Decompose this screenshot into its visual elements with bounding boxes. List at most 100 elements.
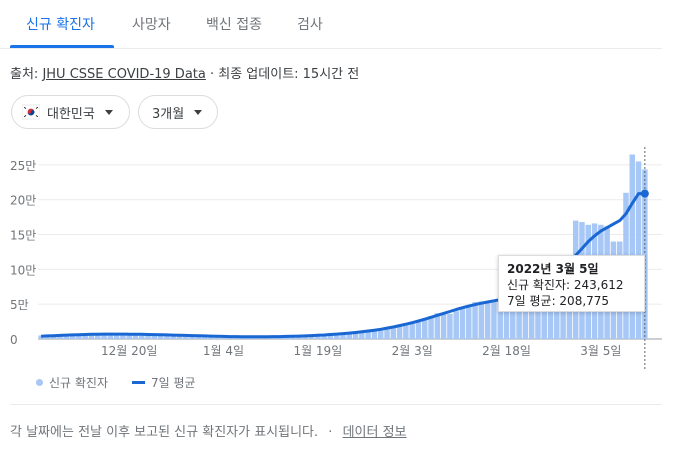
bar: [283, 336, 290, 339]
bar: [302, 335, 309, 339]
source-link[interactable]: JHU CSSE COVID-19 Data: [42, 67, 206, 82]
bar: [139, 334, 145, 339]
bar: [365, 330, 371, 339]
bar: [409, 321, 415, 339]
region-label: 대한민국: [47, 106, 95, 122]
bar: [120, 334, 126, 339]
bar: [208, 336, 214, 339]
bar: [44, 335, 51, 339]
bar: [214, 336, 220, 339]
bar: [57, 334, 63, 339]
bar: [176, 335, 183, 339]
tooltip-date: 2022년 3월 5일: [507, 262, 599, 276]
data-info-link[interactable]: 데이터 정보: [342, 425, 407, 440]
x-tick-label: 2월 18일: [482, 344, 531, 358]
tab-new-cases[interactable]: 신규 확진자: [26, 17, 95, 33]
tooltip-average: 7일 평균: 208,775: [507, 294, 610, 308]
bar: [101, 333, 107, 339]
bar: [422, 318, 428, 339]
bar: [434, 313, 441, 339]
y-tick-label: 0: [10, 333, 18, 347]
bar: [635, 161, 642, 339]
bar: [170, 335, 176, 339]
source-line: 출처: JHU CSSE COVID-19 Data · 최종 업데이트: 15…: [10, 63, 359, 82]
bar: [459, 307, 466, 339]
bar: [151, 334, 158, 339]
bar: [296, 336, 302, 339]
legend-new-cases: 신규 확진자: [49, 376, 109, 390]
bar: [132, 334, 139, 339]
bar: [258, 336, 264, 339]
bar: [453, 311, 459, 339]
bar: [38, 335, 44, 339]
bar: [245, 336, 252, 339]
bar: [352, 332, 359, 339]
hover-point: [640, 189, 649, 198]
bar: [315, 335, 321, 339]
chevron-down-icon: [194, 109, 203, 115]
bar: [327, 334, 334, 339]
bar: [252, 336, 258, 339]
bar: [195, 336, 202, 339]
active-tab-indicator: [10, 45, 114, 48]
bar: [233, 336, 239, 339]
tooltip-new-cases: 신규 확진자: 243,612: [507, 278, 624, 292]
bar: [82, 334, 88, 339]
bar: [321, 334, 327, 339]
tab-vaccinations[interactable]: 백신 접종: [206, 17, 262, 33]
bar: [50, 335, 57, 339]
bar: [396, 324, 403, 339]
divider: [10, 404, 662, 405]
bar: [371, 329, 378, 339]
x-tick-label: 1월 19일: [293, 344, 342, 358]
bar: [466, 304, 472, 339]
legend-average: 7일 평균: [151, 376, 196, 390]
bar: [76, 334, 82, 339]
bar: [377, 328, 384, 339]
bar: [63, 334, 70, 339]
bar: [126, 334, 132, 339]
tab-tests[interactable]: 검사: [297, 17, 323, 33]
period-dropdown[interactable]: 3개월: [138, 95, 218, 129]
south-korea-flag-icon: [22, 104, 40, 120]
bar: [107, 333, 114, 339]
footer-text: 각 날짜에는 전날 이후 보고된 신규 확진자가 표시됩니다.: [10, 425, 319, 440]
x-tick-label: 12월 20일: [101, 344, 157, 358]
bar-legend-swatch: [36, 379, 43, 386]
bar: [227, 336, 233, 339]
bar: [359, 331, 365, 339]
bar: [308, 335, 315, 339]
bar: [384, 327, 390, 339]
bar: [220, 336, 227, 339]
x-tick-label: 1월 4일: [203, 344, 244, 358]
tab-deaths[interactable]: 사망자: [132, 17, 171, 33]
region-dropdown[interactable]: 대한민국: [11, 95, 130, 129]
bar: [183, 335, 189, 339]
footer-note: 각 날짜에는 전날 이후 보고된 신규 확진자가 표시됩니다. · 데이터 정보: [10, 421, 407, 440]
bar: [145, 334, 151, 339]
bar: [390, 325, 397, 339]
footer-separator: ·: [328, 425, 333, 440]
y-tick-label: 20만: [10, 194, 36, 208]
bar: [440, 312, 447, 339]
bar: [340, 333, 346, 339]
y-tick-label: 5만: [10, 298, 29, 312]
cases-chart[interactable]: 0 5만 10만 15만 20만 25만 12월 20일 1월 4일 1월 19일 2월 3일 2월…: [0, 0, 697, 380]
bar: [239, 336, 246, 339]
bar: [478, 301, 485, 339]
bar: [415, 320, 422, 339]
last-updated: · 최종 업데이트: 15시간 전: [205, 67, 360, 82]
bar: [164, 335, 170, 339]
y-tick-label: 15만: [10, 229, 36, 243]
period-label: 3개월: [152, 106, 185, 122]
bar: [271, 336, 277, 339]
bar: [428, 316, 434, 339]
y-tick-label: 10만: [10, 263, 36, 277]
bar: [113, 334, 120, 339]
bar: [157, 334, 164, 339]
chevron-down-icon: [104, 109, 113, 115]
bar: [346, 332, 353, 339]
line-legend-swatch: [132, 381, 146, 384]
x-tick-label: 2월 3일: [392, 344, 433, 358]
bar: [403, 322, 409, 339]
